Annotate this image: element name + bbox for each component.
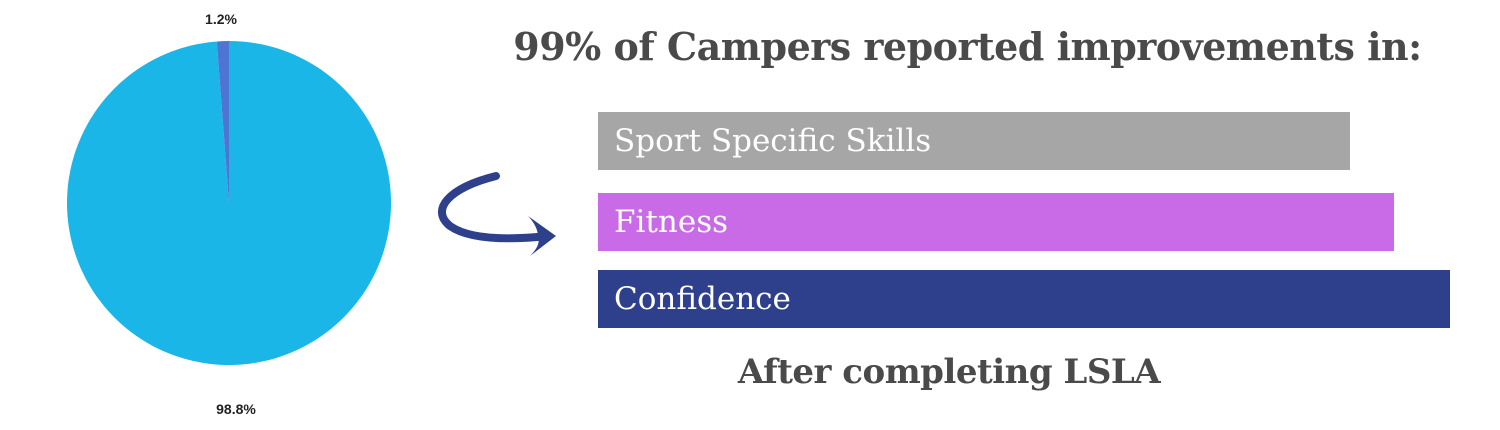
bar-sport-specific-skills: Sport Specific Skills xyxy=(598,112,1350,170)
footer-text: After completing LSLA xyxy=(737,352,1161,392)
curved-arrow-icon xyxy=(438,172,556,256)
slice-label-1-2: 1.2% xyxy=(205,11,237,27)
pie-slice-1-2 xyxy=(216,41,229,203)
pie-slices xyxy=(67,41,392,365)
bar-confidence: Confidence xyxy=(598,270,1450,328)
headline: 99% of Campers reported improvements in: xyxy=(513,24,1422,69)
arrow-shaft xyxy=(438,172,552,243)
pie-slice-98-8 xyxy=(67,41,392,365)
bar-fitness: Fitness xyxy=(598,193,1394,251)
arrow-head xyxy=(528,216,556,256)
slice-label-98-8: 98.8% xyxy=(216,401,256,417)
pie-chart: 98.8% 1.2% xyxy=(67,11,392,417)
